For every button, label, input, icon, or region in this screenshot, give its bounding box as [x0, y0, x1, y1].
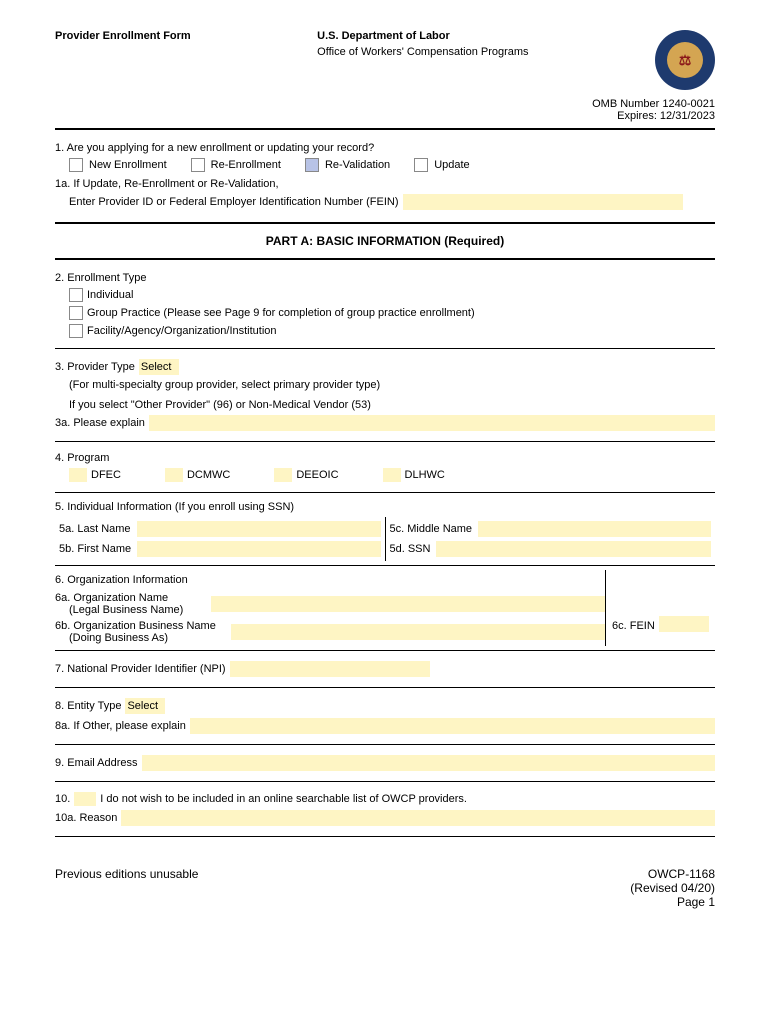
q5b-label: 5b. First Name — [59, 543, 131, 555]
footer-left: Previous editions unusable — [55, 867, 198, 909]
q5d-label: 5d. SSN — [390, 543, 431, 555]
npi-input[interactable] — [230, 661, 430, 677]
question-6: 6. Organization Information 6a. Organiza… — [55, 566, 715, 650]
fein-org-input[interactable] — [659, 616, 709, 632]
q5-label: 5. Individual Information (If you enroll… — [55, 501, 715, 513]
email-input[interactable] — [142, 755, 715, 771]
q3-note2: If you select "Other Provider" (96) or N… — [55, 399, 715, 411]
q9-label: 9. Email Address — [55, 757, 138, 769]
checkbox-new-enrollment[interactable] — [69, 158, 83, 172]
q5c-label: 5c. Middle Name — [390, 523, 473, 535]
q7-label: 7. National Provider Identifier (NPI) — [55, 663, 226, 675]
seal-inner: ⚖ — [667, 42, 703, 78]
fein-input[interactable] — [403, 194, 683, 210]
checkbox-re-validation[interactable] — [305, 158, 319, 172]
q10a-reason-input[interactable] — [121, 810, 715, 826]
org-name-input[interactable] — [211, 596, 605, 612]
department-name: U.S. Department of Labor — [317, 30, 528, 42]
last-name-input[interactable] — [137, 521, 381, 537]
q1a-label: 1a. If Update, Re-Enrollment or Re-Valid… — [55, 178, 715, 190]
dol-seal-icon: ⚖ — [655, 30, 715, 90]
q8a-explain-input[interactable] — [190, 718, 715, 734]
page-footer: Previous editions unusable OWCP-1168 (Re… — [55, 867, 715, 909]
opt-deeoic: DEEOIC — [296, 469, 338, 481]
opt-re-enrollment: Re-Enrollment — [211, 159, 281, 171]
entity-type-select[interactable]: Select — [125, 698, 165, 714]
question-5: 5. Individual Information (If you enroll… — [55, 493, 715, 565]
checkbox-dfec[interactable] — [69, 468, 87, 482]
question-1: 1. Are you applying for a new enrollment… — [55, 132, 715, 220]
q1a-row: Enter Provider ID or Federal Employer Id… — [55, 194, 715, 210]
omb-block: OMB Number 1240-0021 Expires: 12/31/2023 — [55, 98, 715, 122]
expires-date: Expires: 12/31/2023 — [55, 110, 715, 122]
q6b-label: 6b. Organization Business Name — [55, 620, 225, 632]
checkbox-dlhwc[interactable] — [383, 468, 401, 482]
q5a-label: 5a. Last Name — [59, 523, 131, 535]
opt-update: Update — [434, 159, 469, 171]
opt-new-enrollment: New Enrollment — [89, 159, 167, 171]
omb-number: OMB Number 1240-0021 — [55, 98, 715, 110]
q3a-explain-input[interactable] — [149, 415, 715, 431]
divider — [55, 222, 715, 224]
question-2: 2. Enrollment Type Individual Group Prac… — [55, 262, 715, 348]
question-8: 8. Entity Type Select 8a. If Other, plea… — [55, 688, 715, 744]
question-3: 3. Provider Type Select (For multi-speci… — [55, 349, 715, 441]
opt-group-practice: Group Practice (Please see Page 9 for co… — [87, 307, 475, 319]
question-4: 4. Program DFEC DCMWC DEEOIC DLHWC — [55, 442, 715, 492]
q8-label: 8. Entity Type — [55, 700, 121, 712]
q6a-label: 6a. Organization Name — [55, 592, 205, 604]
q3-note1: (For multi-specialty group provider, sel… — [55, 379, 715, 391]
question-10: 10. I do not wish to be included in an o… — [55, 782, 715, 836]
divider — [55, 836, 715, 837]
opt-individual: Individual — [87, 289, 133, 301]
checkbox-deeoic[interactable] — [274, 468, 292, 482]
checkbox-individual[interactable] — [69, 288, 83, 302]
q3-label: 3. Provider Type — [55, 361, 135, 373]
ssn-input[interactable] — [436, 541, 711, 557]
question-7: 7. National Provider Identifier (NPI) — [55, 651, 715, 687]
opt-dcmwc: DCMWC — [187, 469, 230, 481]
form-number: OWCP-1168 — [630, 867, 715, 881]
q1-text: 1. Are you applying for a new enrollment… — [55, 142, 715, 154]
checkbox-update[interactable] — [414, 158, 428, 172]
form-header: Provider Enrollment Form U.S. Department… — [55, 30, 715, 90]
checkbox-facility[interactable] — [69, 324, 83, 338]
divider — [55, 258, 715, 260]
divider — [55, 128, 715, 130]
office-name: Office of Workers' Compensation Programs — [317, 46, 528, 58]
part-a-header: PART A: BASIC INFORMATION (Required) — [55, 226, 715, 256]
checkbox-re-enrollment[interactable] — [191, 158, 205, 172]
header-center: U.S. Department of Labor Office of Worke… — [317, 30, 528, 58]
question-9: 9. Email Address — [55, 745, 715, 781]
page-number: Page 1 — [630, 895, 715, 909]
opt-facility: Facility/Agency/Organization/Institution — [87, 325, 277, 337]
form-title: Provider Enrollment Form — [55, 30, 191, 42]
q6-label: 6. Organization Information — [55, 574, 605, 586]
q8a-label: 8a. If Other, please explain — [55, 720, 186, 732]
q1-options: New Enrollment Re-Enrollment Re-Validati… — [55, 158, 715, 172]
q6a-sub: (Legal Business Name) — [55, 604, 205, 616]
revised-date: (Revised 04/20) — [630, 881, 715, 895]
opt-re-validation: Re-Validation — [325, 159, 390, 171]
q10a-label: 10a. Reason — [55, 812, 117, 824]
q1a-text: Enter Provider ID or Federal Employer Id… — [69, 196, 399, 208]
checkbox-group-practice[interactable] — [69, 306, 83, 320]
checkbox-dcmwc[interactable] — [165, 468, 183, 482]
dba-name-input[interactable] — [231, 624, 605, 640]
opt-dfec: DFEC — [91, 469, 121, 481]
middle-name-input[interactable] — [478, 521, 711, 537]
first-name-input[interactable] — [137, 541, 380, 557]
q10-text: I do not wish to be included in an onlin… — [100, 793, 467, 805]
q6b-sub: (Doing Business As) — [55, 632, 225, 644]
provider-type-select[interactable]: Select — [139, 359, 179, 375]
q4-label: 4. Program — [55, 452, 715, 464]
q10-checkbox[interactable] — [74, 792, 96, 806]
opt-dlhwc: DLHWC — [405, 469, 445, 481]
q10-label: 10. — [55, 793, 70, 805]
q6c-label: 6c. FEIN — [612, 620, 655, 632]
q3a-label: 3a. Please explain — [55, 417, 145, 429]
q2-label: 2. Enrollment Type — [55, 272, 715, 284]
